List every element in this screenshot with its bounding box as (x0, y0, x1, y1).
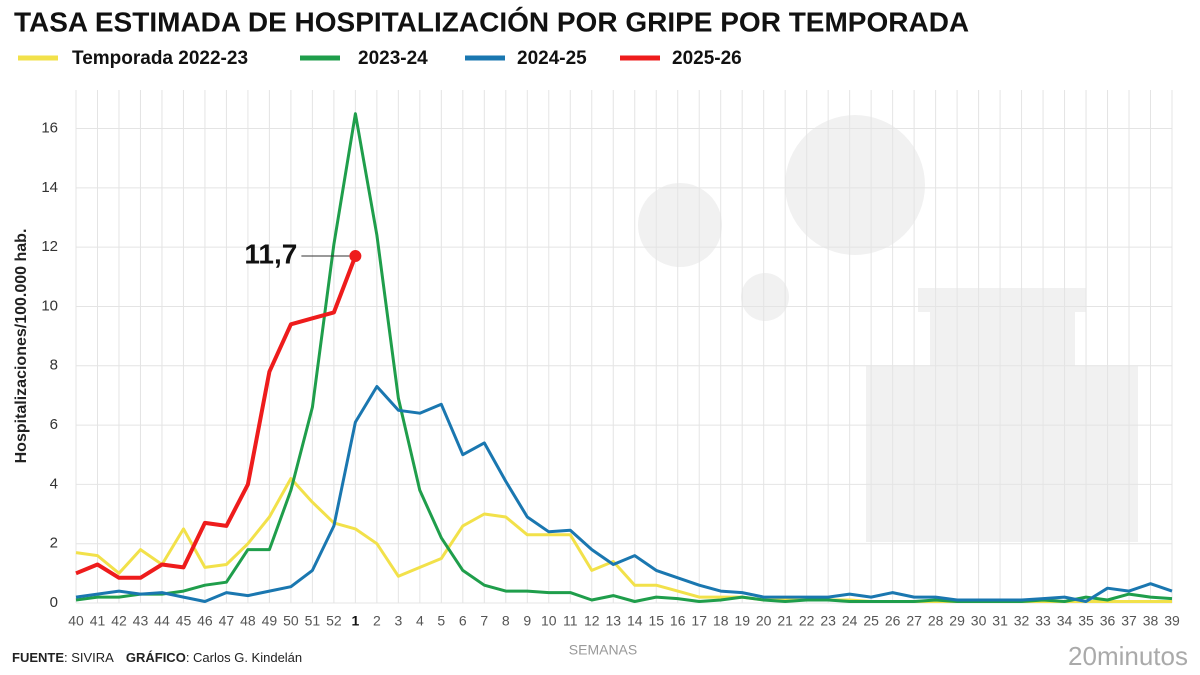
x-tick-label: 22 (799, 613, 815, 629)
y-tick-label: 6 (50, 416, 58, 433)
data-label: 11,7 (244, 238, 297, 269)
x-tick-label: 31 (992, 613, 1008, 629)
x-tick-label: 11 (563, 613, 578, 629)
x-tick-label: 7 (480, 613, 488, 629)
background-illustration (638, 115, 1138, 542)
x-tick-label: 21 (777, 613, 793, 629)
x-tick-label: 39 (1164, 613, 1180, 629)
x-tick-label: 10 (541, 613, 557, 629)
x-tick-label: 3 (394, 613, 402, 629)
y-tick-label: 8 (50, 357, 58, 374)
footer: FUENTE: SIVIRA GRÁFICO: Carlos G. Kindelá… (12, 650, 302, 665)
legend-label: Temporada 2022-23 (72, 48, 248, 69)
x-tick-label: 1 (351, 613, 359, 629)
x-tick-label: 48 (240, 613, 256, 629)
x-tick-label: 17 (691, 613, 707, 629)
y-tick-label: 0 (50, 594, 58, 611)
y-tick-label: 14 (41, 179, 58, 196)
x-tick-label: 36 (1100, 613, 1116, 629)
legend-label: 2024-25 (517, 48, 587, 69)
end-point (349, 250, 362, 263)
series-line (75, 255, 358, 580)
brand-logo: 20minutos (1068, 641, 1188, 671)
x-tick-label: 12 (584, 613, 600, 629)
x-tick-label: 33 (1035, 613, 1051, 629)
x-tick-label: 43 (133, 613, 149, 629)
x-tick-label: 50 (283, 613, 299, 629)
x-tick-label: 44 (154, 613, 170, 629)
x-tick-label: 24 (842, 613, 858, 629)
y-tick-label: 10 (41, 297, 58, 314)
x-tick-label: 45 (176, 613, 192, 629)
x-tick-label: 26 (885, 613, 901, 629)
chart-title: TASA ESTIMADA DE HOSPITALIZACIÓN POR GRI… (14, 6, 969, 37)
series-line (75, 385, 1173, 603)
legend-label: 2023-24 (358, 48, 428, 69)
y-tick-label: 12 (41, 238, 58, 255)
x-tick-label: 41 (90, 613, 106, 629)
x-tick-label: 27 (906, 613, 922, 629)
x-tick-label: 9 (523, 613, 531, 629)
x-tick-label: 18 (713, 613, 729, 629)
y-tick-label: 2 (50, 535, 58, 552)
x-tick-label: 6 (459, 613, 467, 629)
x-tick-label: 40 (68, 613, 84, 629)
x-tick-label: 16 (670, 613, 686, 629)
x-tick-label: 2 (373, 613, 381, 629)
x-tick-label: 46 (197, 613, 213, 629)
x-tick-label: 34 (1057, 613, 1073, 629)
x-tick-label: 47 (219, 613, 235, 629)
y-tick-label: 16 (41, 120, 58, 137)
x-tick-label: 52 (326, 613, 342, 629)
x-tick-label: 29 (949, 613, 965, 629)
x-tick-label: 37 (1121, 613, 1137, 629)
x-tick-label: 5 (437, 613, 445, 629)
x-tick-label: 20 (756, 613, 772, 629)
x-tick-label: 30 (971, 613, 987, 629)
x-tick-label: 19 (734, 613, 750, 629)
x-tick-label: 4 (416, 613, 424, 629)
x-tick-label: 35 (1078, 613, 1094, 629)
x-tick-label: 25 (863, 613, 879, 629)
x-tick-label: 32 (1014, 613, 1030, 629)
x-tick-label: 28 (928, 613, 944, 629)
x-axis-label: SEMANAS (569, 642, 637, 658)
legend-label: 2025-26 (672, 48, 742, 69)
x-tick-label: 38 (1143, 613, 1159, 629)
x-tick-label: 49 (262, 613, 278, 629)
x-tick-label: 23 (820, 613, 836, 629)
x-tick-label: 8 (502, 613, 510, 629)
x-tick-label: 14 (627, 613, 643, 629)
x-tick-label: 15 (648, 613, 664, 629)
x-tick-label: 13 (605, 613, 621, 629)
y-axis-label: Hospitalizaciones/100.000 hab. (13, 229, 30, 464)
y-tick-label: 4 (50, 475, 58, 492)
x-tick-label: 51 (305, 613, 321, 629)
x-tick-label: 42 (111, 613, 127, 629)
